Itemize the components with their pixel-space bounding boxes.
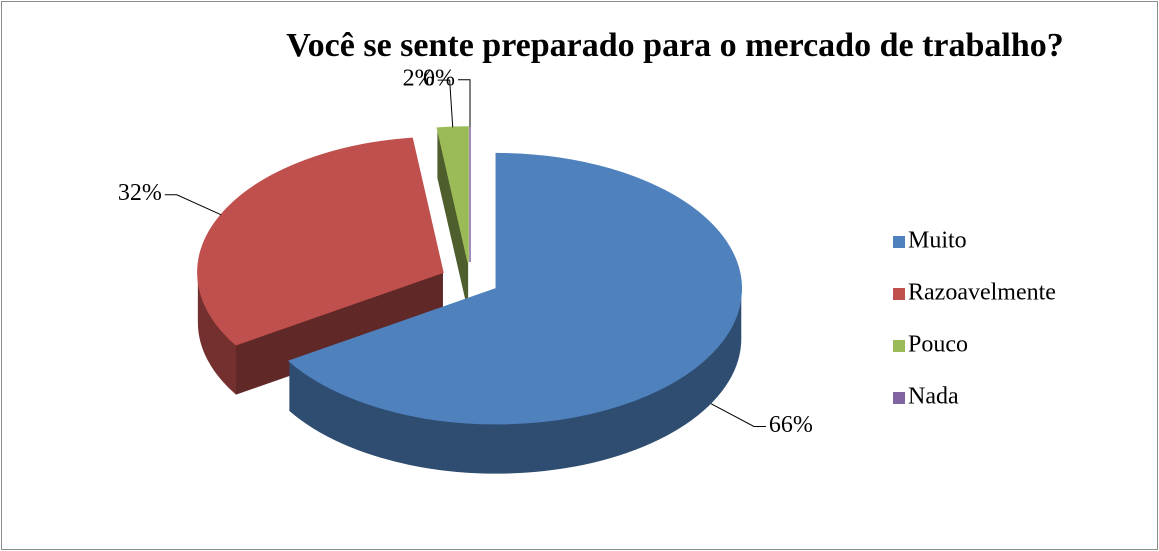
leader-line xyxy=(437,79,454,128)
leader-line xyxy=(458,79,471,127)
slice xyxy=(287,152,742,425)
slice-side xyxy=(289,288,742,474)
data-label: 32% xyxy=(118,180,162,206)
data-label: 0% xyxy=(423,65,455,91)
legend-swatch xyxy=(893,236,905,248)
slice xyxy=(436,126,469,263)
legend-swatch xyxy=(893,288,905,300)
legend-label: Pouco xyxy=(908,332,968,358)
legend-label: Muito xyxy=(908,228,967,254)
legend-swatch xyxy=(893,392,905,404)
slice-side xyxy=(437,128,469,313)
legend-label: Razoavelmente xyxy=(908,280,1056,306)
slice-side xyxy=(235,272,443,395)
legend-label: Nada xyxy=(908,384,959,410)
leader-line xyxy=(710,403,766,427)
chart-title: Você se sente preparado para o mercado d… xyxy=(286,27,1064,64)
slice-side xyxy=(197,272,236,395)
data-label: 66% xyxy=(769,412,813,438)
legend-swatch xyxy=(893,340,905,352)
leader-line xyxy=(164,194,222,216)
data-label: 2% xyxy=(403,66,435,92)
